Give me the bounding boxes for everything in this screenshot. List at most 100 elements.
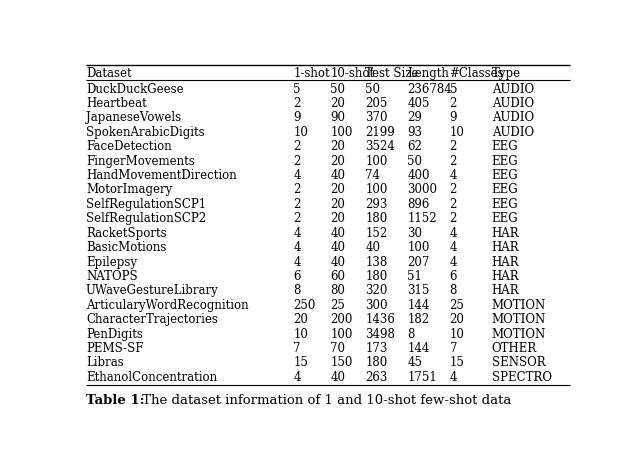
Text: Length: Length xyxy=(408,67,449,80)
Text: 100: 100 xyxy=(330,126,353,139)
Text: 320: 320 xyxy=(365,284,388,297)
Text: 51: 51 xyxy=(408,270,422,283)
Text: 2: 2 xyxy=(449,97,457,110)
Text: MotorImagery: MotorImagery xyxy=(86,183,172,197)
Text: AUDIO: AUDIO xyxy=(492,83,534,96)
Text: 4: 4 xyxy=(293,169,301,182)
Text: 896: 896 xyxy=(408,198,429,211)
Text: 4: 4 xyxy=(293,256,301,269)
Text: 40: 40 xyxy=(330,227,346,240)
Text: 6: 6 xyxy=(449,270,457,283)
Text: Table 1:: Table 1: xyxy=(86,393,145,407)
Text: Type: Type xyxy=(492,67,521,80)
Text: 40: 40 xyxy=(330,241,346,254)
Text: 144: 144 xyxy=(408,342,429,355)
Text: EEG: EEG xyxy=(492,155,518,167)
Text: 138: 138 xyxy=(365,256,387,269)
Text: Heartbeat: Heartbeat xyxy=(86,97,147,110)
Text: 2: 2 xyxy=(449,140,457,153)
Text: 15: 15 xyxy=(449,356,465,370)
Text: 4: 4 xyxy=(293,371,301,384)
Text: 250: 250 xyxy=(293,299,316,312)
Text: 4: 4 xyxy=(449,227,457,240)
Text: 400: 400 xyxy=(408,169,430,182)
Text: BasicMotions: BasicMotions xyxy=(86,241,166,254)
Text: 60: 60 xyxy=(330,270,346,283)
Text: 40: 40 xyxy=(330,169,346,182)
Text: 62: 62 xyxy=(408,140,422,153)
Text: 2: 2 xyxy=(293,97,301,110)
Text: The dataset information of 1 and 10-shot few-shot data: The dataset information of 1 and 10-shot… xyxy=(138,393,511,407)
Text: MOTION: MOTION xyxy=(492,313,546,326)
Text: 8: 8 xyxy=(293,284,301,297)
Text: 173: 173 xyxy=(365,342,388,355)
Text: 2: 2 xyxy=(449,155,457,167)
Text: 9: 9 xyxy=(293,112,301,124)
Text: 144: 144 xyxy=(408,299,429,312)
Text: EEG: EEG xyxy=(492,198,518,211)
Text: EEG: EEG xyxy=(492,183,518,197)
Text: HAR: HAR xyxy=(492,227,519,240)
Text: 180: 180 xyxy=(365,356,387,370)
Text: 90: 90 xyxy=(330,112,346,124)
Text: 152: 152 xyxy=(365,227,387,240)
Text: 4: 4 xyxy=(449,169,457,182)
Text: 10: 10 xyxy=(449,126,465,139)
Text: 2: 2 xyxy=(449,183,457,197)
Text: 7: 7 xyxy=(449,342,457,355)
Text: 9: 9 xyxy=(449,112,457,124)
Text: 182: 182 xyxy=(408,313,429,326)
Text: 20: 20 xyxy=(330,183,346,197)
Text: SpokenArabicDigits: SpokenArabicDigits xyxy=(86,126,205,139)
Text: 93: 93 xyxy=(408,126,422,139)
Text: 30: 30 xyxy=(408,227,422,240)
Text: 150: 150 xyxy=(330,356,353,370)
Text: 6: 6 xyxy=(293,270,301,283)
Text: 20: 20 xyxy=(330,155,346,167)
Text: 50: 50 xyxy=(365,83,380,96)
Text: 2: 2 xyxy=(293,140,301,153)
Text: AUDIO: AUDIO xyxy=(492,126,534,139)
Text: 29: 29 xyxy=(408,112,422,124)
Text: SPECTRO: SPECTRO xyxy=(492,371,552,384)
Text: 3524: 3524 xyxy=(365,140,395,153)
Text: 3498: 3498 xyxy=(365,328,395,340)
Text: 205: 205 xyxy=(365,97,388,110)
Text: 405: 405 xyxy=(408,97,430,110)
Text: EthanolConcentration: EthanolConcentration xyxy=(86,371,217,384)
Text: 50: 50 xyxy=(408,155,422,167)
Text: 370: 370 xyxy=(365,112,388,124)
Text: 8: 8 xyxy=(408,328,415,340)
Text: Epilepsy: Epilepsy xyxy=(86,256,137,269)
Text: 180: 180 xyxy=(365,212,387,225)
Text: 74: 74 xyxy=(365,169,380,182)
Text: 100: 100 xyxy=(330,328,353,340)
Text: 2: 2 xyxy=(293,183,301,197)
Text: 45: 45 xyxy=(408,356,422,370)
Text: 8: 8 xyxy=(449,284,457,297)
Text: HAR: HAR xyxy=(492,241,519,254)
Text: #Classes: #Classes xyxy=(449,67,504,80)
Text: ArticularyWordRecognition: ArticularyWordRecognition xyxy=(86,299,248,312)
Text: PEMS-SF: PEMS-SF xyxy=(86,342,143,355)
Text: 1436: 1436 xyxy=(365,313,395,326)
Text: 100: 100 xyxy=(408,241,429,254)
Text: 25: 25 xyxy=(449,299,465,312)
Text: 50: 50 xyxy=(330,83,346,96)
Text: AUDIO: AUDIO xyxy=(492,97,534,110)
Text: 2: 2 xyxy=(293,155,301,167)
Text: FaceDetection: FaceDetection xyxy=(86,140,172,153)
Text: 40: 40 xyxy=(330,256,346,269)
Text: 20: 20 xyxy=(293,313,308,326)
Text: DuckDuckGeese: DuckDuckGeese xyxy=(86,83,184,96)
Text: 25: 25 xyxy=(330,299,346,312)
Text: 10-shot: 10-shot xyxy=(330,67,374,80)
Text: 207: 207 xyxy=(408,256,429,269)
Text: 10: 10 xyxy=(293,126,308,139)
Text: 70: 70 xyxy=(330,342,346,355)
Text: 10: 10 xyxy=(293,328,308,340)
Text: 4: 4 xyxy=(449,256,457,269)
Text: 80: 80 xyxy=(330,284,346,297)
Text: PenDigits: PenDigits xyxy=(86,328,143,340)
Text: 300: 300 xyxy=(365,299,388,312)
